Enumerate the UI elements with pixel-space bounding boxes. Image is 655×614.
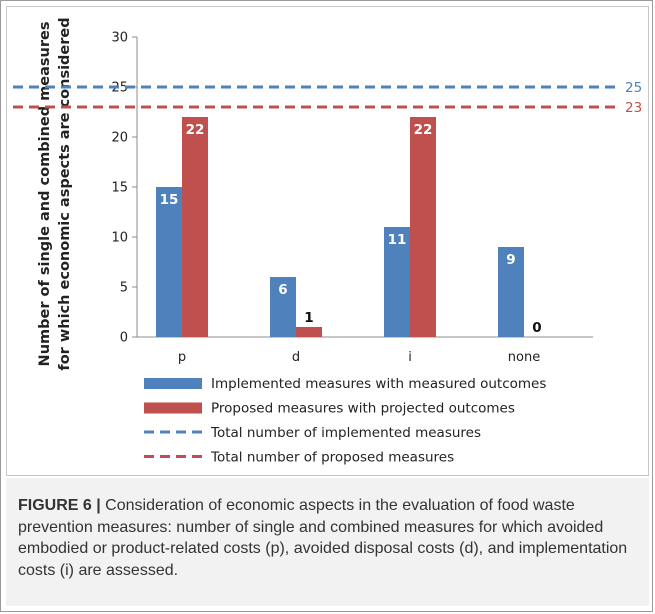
bar-implemented-i <box>384 227 410 337</box>
bar-implemented-d <box>270 277 296 337</box>
legend-entry-label: Total number of proposed measures <box>210 450 454 466</box>
bar-proposed-i <box>410 117 436 337</box>
y-tick-label: 0 <box>120 331 128 346</box>
data-label: 15 <box>160 192 179 208</box>
x-tick-label: d <box>292 350 300 365</box>
y-tick-label: 5 <box>120 281 128 296</box>
bar-implemented-p <box>156 187 182 337</box>
legend-entry-label: Proposed measures with projected outcome… <box>211 401 515 417</box>
caption-label: FIGURE 6 | <box>18 497 101 514</box>
y-tick-label: 30 <box>111 31 128 46</box>
data-label: 22 <box>186 122 205 138</box>
figure-caption: FIGURE 6 | Consideration of economic asp… <box>6 478 649 606</box>
legend-swatch <box>144 378 202 389</box>
legend: Implemented measures with measured outco… <box>144 376 546 466</box>
reference-lines: 25 23 <box>13 80 642 116</box>
x-tick-label: p <box>178 350 186 365</box>
y-tick-label: 10 <box>111 231 128 246</box>
caption-body: Consideration of economic aspects in the… <box>18 497 628 579</box>
data-label: 9 <box>506 252 515 268</box>
data-label: 11 <box>388 232 407 248</box>
y-axis-label-line-2: for which economic aspects are considere… <box>57 17 73 370</box>
bar-chart: Number of single and combined measures f… <box>13 17 642 466</box>
bar-implemented-none <box>498 247 524 337</box>
y-tick-label: 15 <box>111 181 128 196</box>
y-tick-label: 25 <box>111 81 128 96</box>
y-axis-label-line-1: Number of single and combined measures <box>37 22 53 367</box>
x-tick-label: none <box>508 350 540 365</box>
caption-text: FIGURE 6 | Consideration of economic asp… <box>18 495 635 581</box>
bar-proposed-p <box>182 117 208 337</box>
data-label: 6 <box>278 282 287 298</box>
reference-line-label: 23 <box>625 100 642 116</box>
data-label: 1 <box>304 310 313 326</box>
legend-entry-label: Total number of implemented measures <box>210 425 481 441</box>
data-label: 0 <box>532 320 541 336</box>
data-label: 22 <box>414 122 433 138</box>
reference-line-label: 25 <box>625 80 642 96</box>
bar-proposed-d <box>296 327 322 337</box>
y-tick-label: 20 <box>111 131 128 146</box>
x-tick-label: i <box>408 350 412 365</box>
legend-swatch <box>144 402 202 414</box>
legend-entry-label: Implemented measures with measured outco… <box>211 376 546 392</box>
bars <box>156 117 524 337</box>
chart-panel: Number of single and combined measures f… <box>6 6 649 476</box>
